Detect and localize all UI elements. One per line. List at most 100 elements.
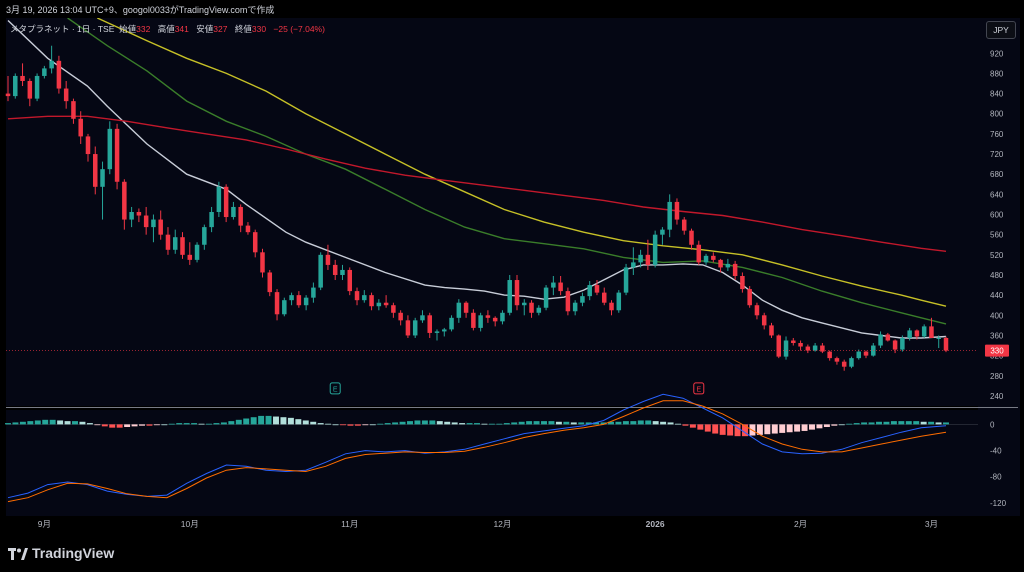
header-bar: 3月 19, 2026 13:04 UTC+9、googol0033がTradi…	[0, 0, 1024, 18]
candle-body	[827, 351, 832, 359]
macd-histogram-bar	[280, 417, 287, 425]
candle-body	[638, 254, 643, 263]
candle-body	[238, 206, 243, 226]
macd-histogram-bar	[295, 419, 302, 425]
candle-body	[681, 219, 687, 231]
macd-histogram-bar	[905, 421, 912, 425]
brand-name: TradingView	[32, 545, 115, 561]
candle-body	[921, 326, 927, 337]
candle-body	[601, 292, 607, 303]
candle-body	[885, 334, 891, 341]
macd-histogram-bar	[72, 421, 78, 425]
currency-button[interactable]: JPY	[986, 21, 1016, 39]
macd-histogram-bar	[734, 424, 741, 437]
candle-body	[180, 237, 185, 255]
candle-body	[274, 292, 280, 315]
candle-body	[340, 269, 345, 275]
macd-histogram-bar	[332, 424, 339, 426]
macd-histogram-bar	[675, 423, 681, 425]
candle-body	[522, 302, 527, 306]
macd-histogram-bar	[94, 424, 101, 426]
macd-histogram-bar	[235, 419, 242, 425]
symbol-name[interactable]: メタプラネット · 1日 · TSE	[10, 24, 115, 34]
candle-body	[929, 326, 934, 338]
macd-histogram-bar	[399, 421, 406, 425]
macd-histogram-bar	[883, 421, 890, 425]
candle-body	[812, 345, 818, 351]
price-tick-label: 600	[990, 211, 1004, 220]
macd-histogram-bar	[630, 421, 637, 425]
macd-histogram-bar	[79, 421, 86, 425]
candle-body	[463, 302, 469, 313]
macd-histogram-bar	[481, 423, 488, 425]
macd-histogram-bar	[831, 424, 838, 426]
macd-histogram-bar	[429, 420, 436, 425]
candle-body	[507, 280, 512, 313]
candle-body	[427, 315, 432, 333]
macd-histogram-bar	[5, 423, 11, 425]
macd-histogram-bar	[12, 422, 19, 425]
candle-body	[282, 300, 287, 315]
candle-body	[347, 269, 353, 292]
macd-histogram-bar	[541, 421, 547, 425]
macd-histogram-bar	[265, 415, 272, 425]
macd-line-macd	[7, 393, 947, 499]
candle-body	[652, 234, 658, 265]
macd-histogram-bar	[742, 424, 748, 437]
macd-histogram-bar	[526, 421, 533, 425]
macd-histogram-bar	[64, 421, 71, 425]
macd-histogram-bar	[444, 421, 451, 425]
earnings-marker-label: E	[333, 386, 338, 393]
candle-body	[434, 331, 440, 333]
candle-body	[820, 345, 825, 352]
macd-histogram-bar	[578, 422, 585, 425]
header-text: 3月 19, 2026 13:04 UTC+9、googol0033がTradi…	[6, 5, 275, 15]
price-tick-label: 720	[990, 150, 1004, 159]
candle-body	[914, 330, 920, 337]
candle-body	[580, 296, 585, 303]
candle-body	[136, 212, 142, 216]
macd-histogram-bar	[161, 424, 168, 426]
macd-histogram-bar	[608, 421, 614, 425]
candle-body	[747, 289, 752, 306]
candle-body	[49, 60, 54, 69]
macd-histogram-bar	[727, 424, 734, 436]
macd-histogram-bar	[816, 424, 823, 429]
macd-histogram-bar	[206, 423, 212, 425]
candle-body	[798, 343, 803, 347]
ma-line-ma50	[67, 18, 947, 325]
macd-histogram-bar	[563, 421, 570, 425]
price-tick-label: 760	[990, 130, 1004, 139]
candle-body	[93, 154, 98, 187]
macd-histogram-bar	[243, 418, 250, 425]
chart-area[interactable]: 2402803203604004404805205606006406807207…	[0, 18, 1024, 534]
candle-body	[863, 351, 869, 356]
macd-histogram-bar	[168, 423, 175, 425]
candle-body	[143, 215, 149, 228]
candle-body	[703, 255, 709, 263]
macd-histogram-bar	[779, 424, 786, 433]
price-tick-label: 680	[990, 170, 1004, 179]
macd-tick-label: -80	[990, 473, 1002, 482]
candle-body	[100, 169, 105, 187]
macd-histogram-bar	[682, 424, 689, 426]
candle-body	[485, 315, 491, 318]
macd-histogram-bar	[377, 423, 384, 425]
earnings-marker	[329, 382, 341, 395]
macd-histogram-bar	[697, 424, 704, 430]
price-tick-label: 840	[990, 90, 1004, 99]
macd-histogram-bar	[809, 424, 815, 430]
macd-histogram-bar	[593, 422, 600, 425]
candle-body	[514, 280, 520, 306]
price-tick-label: 240	[990, 392, 1004, 401]
macd-histogram-bar	[131, 424, 138, 427]
candle-body	[34, 75, 40, 99]
tradingview-logo[interactable]: TradingView	[8, 545, 114, 561]
macd-histogram-bar	[719, 424, 726, 435]
macd-line-signal	[7, 400, 947, 503]
candle-body	[260, 252, 265, 273]
candle-body	[492, 317, 498, 322]
candle-body	[42, 68, 47, 76]
price-tick-label: 520	[990, 251, 1004, 260]
candle-body	[725, 263, 731, 268]
